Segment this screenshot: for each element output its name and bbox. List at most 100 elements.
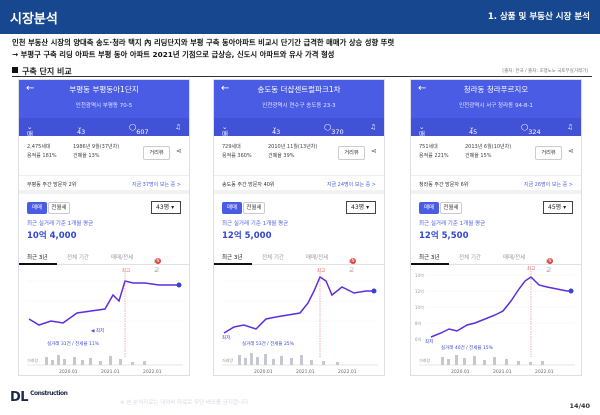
volume-caption: 실거래 40건 / 전세율 15%: [441, 344, 494, 351]
bell-icon[interactable]: ♫: [370, 123, 376, 131]
apartment-address: 인천광역시 서구 청라동 94-8-1: [459, 103, 533, 109]
tab-recent-3y[interactable]: 최근 3년: [27, 255, 48, 261]
current-point: [176, 282, 182, 288]
x-tick: 2021.01: [101, 369, 120, 375]
tab-recent-3y[interactable]: 최근 3년: [222, 255, 243, 261]
apartment-card-cheongna: ← 청라동 청라푸르지오 인천광역시 서구 청라동 94-8-1 매매 ⌄ 45…: [410, 79, 582, 376]
period-tabs: 최근 3년 전체 기간 매매/전세 비교N: [214, 248, 384, 274]
floor-area-ratio: 용적률 360%: [222, 153, 252, 159]
back-arrow-icon[interactable]: ←: [26, 83, 35, 94]
deal-type-tab[interactable]: 매매 ⌄: [222, 123, 228, 148]
viewers-link[interactable]: 지금 26명이 보는 중 >: [523, 182, 573, 188]
bell-icon[interactable]: ♫: [175, 123, 181, 131]
price-block: 최근 실거래 기준 1개월 평균 12억 5,000: [222, 219, 288, 241]
x-tick: 2020.01: [254, 369, 273, 375]
share-icon[interactable]: ⋖: [176, 147, 182, 155]
apartment-card-bupyeong: ← 부평동 부평동아1단지 인천광역시 부평동 70-5 매매 ⌄ 43평 ⌄ …: [18, 79, 190, 376]
new-badge-icon: N: [155, 258, 161, 264]
size-dropdown[interactable]: 43평 ▾: [346, 201, 376, 214]
jeonse-toggle[interactable]: 전월세: [440, 202, 462, 214]
current-point: [568, 288, 574, 294]
built-date: 2010년 11월(13년차): [268, 144, 318, 150]
bell-icon[interactable]: ♫: [567, 123, 573, 131]
peak-label: 최고: [122, 267, 130, 274]
source-note: [출처: 한국 / 출처: 호갱노노 국토부실거래가]: [502, 69, 588, 74]
size-tab[interactable]: 43평 ⌄: [272, 123, 281, 146]
built-date: 1986년 9월(37년차): [73, 144, 120, 150]
building-coverage: 건폐율 13%: [73, 153, 100, 159]
volume-bars: [441, 355, 544, 365]
price-block: 최근 실거래 기준 1개월 평균 10억 4,000: [27, 219, 93, 241]
size-tab[interactable]: 43평 ⌄: [77, 123, 86, 146]
active-tab-indicator: [214, 263, 252, 265]
trade-selector: 매매 전월세 43평 ▾: [214, 198, 384, 220]
price-chart: 14억 12억 10억 8억 6억 최고 최저 실거래 40건 / 전세율 15…: [415, 265, 575, 375]
street-view-button[interactable]: 거리뷰: [338, 146, 365, 160]
jeonse-toggle[interactable]: 전월세: [243, 202, 265, 214]
weekly-visitors: 청라동 주간 방문자 6위 지금 26명이 보는 중 >: [411, 176, 581, 194]
comment-tab[interactable]: ◯ 370: [324, 123, 344, 136]
apartment-info: 2,475세대 용적률 181% 1986년 9월(37년차) 건폐율 13% 거리…: [19, 136, 189, 176]
building-coverage: 건폐율 39%: [268, 153, 295, 159]
new-badge-icon: N: [547, 258, 553, 264]
page-number: 14/40: [569, 402, 590, 410]
bullet-square-icon: [12, 67, 18, 73]
comment-tab[interactable]: ◯ 324: [521, 123, 541, 136]
new-badge-icon: N: [350, 258, 356, 264]
street-view-button[interactable]: 거리뷰: [535, 146, 562, 160]
size-tab[interactable]: 45평 ⌄: [469, 123, 478, 146]
price-line: [223, 275, 374, 334]
sale-toggle[interactable]: 매매: [419, 202, 439, 214]
viewers-link[interactable]: 지금 37명이 보는 중 >: [131, 182, 181, 188]
divider: [12, 76, 592, 77]
volume-bars: [45, 355, 146, 365]
sale-toggle[interactable]: 매매: [222, 202, 242, 214]
weekly-rank: 청라동 주간 방문자 6위: [419, 182, 469, 188]
street-view-button[interactable]: 거리뷰: [143, 146, 170, 160]
deal-type-tab[interactable]: 매매 ⌄: [27, 123, 33, 148]
share-icon[interactable]: ⋖: [568, 147, 574, 155]
size-dropdown[interactable]: 43평 ▾: [151, 201, 181, 214]
size-dropdown[interactable]: 45평 ▾: [543, 201, 573, 214]
app-top-bar: ← 청라동 청라푸르지오 인천광역시 서구 청라동 94-8-1: [411, 80, 581, 118]
price-caption: 최근 실거래 기준 1개월 평균: [27, 221, 94, 227]
subhead: 구축 단지 비교: [12, 66, 72, 77]
average-price: 10억 4,000: [27, 231, 77, 241]
peak-label: 최고: [527, 265, 535, 272]
low-label: 최저: [222, 334, 230, 341]
summary-line-1: 인천 부동산 시장의 양대축 송도·청라 택지 內 리딩단지와 부평 구축 동아…: [12, 38, 395, 47]
current-point: [371, 288, 377, 294]
app-top-bar: ← 송도동 더샵센트럴파크1차 인천광역시 연수구 송도동 23-3: [214, 80, 384, 118]
low-label: ◀ 최저: [91, 327, 104, 334]
tab-all-period[interactable]: 전체 기간: [459, 255, 481, 261]
app-top-bar: ← 부평동 부평동아1단지 인천광역시 부평동 70-5: [19, 80, 189, 118]
tab-all-period[interactable]: 전체 기간: [262, 255, 284, 261]
floor-area-ratio: 용적률 221%: [419, 153, 449, 159]
deal-type-tab[interactable]: 매매 ⌄: [419, 123, 425, 148]
y-ticks: 14억 12억 10억 8억 6억: [415, 272, 424, 342]
apartment-name: 부평동 부평동아1단지: [69, 85, 139, 94]
price-block: 최근 실거래 기준 1개월 평균 12억 5,500: [419, 219, 485, 241]
comment-tab[interactable]: ◯ 607: [129, 123, 149, 136]
tab-sale-jeonse[interactable]: 매매/전세: [306, 255, 329, 261]
trade-selector: 매매 전월세 43평 ▾: [19, 198, 189, 220]
back-arrow-icon[interactable]: ←: [221, 83, 230, 94]
subhead-text: 구축 단지 비교: [22, 67, 72, 76]
share-icon[interactable]: ⋖: [371, 147, 377, 155]
back-arrow-icon[interactable]: ←: [418, 83, 427, 94]
sale-toggle[interactable]: 매매: [27, 202, 47, 214]
viewers-link[interactable]: 지금 24명이 보는 중 >: [326, 182, 376, 188]
floor-area-ratio: 용적률 181%: [27, 153, 57, 159]
building-coverage: 건폐율 15%: [465, 153, 492, 159]
jeonse-toggle[interactable]: 전월세: [48, 202, 70, 214]
company-logo: DL Construction: [10, 390, 68, 405]
x-tick: 2020.01: [451, 369, 470, 375]
summary-line-2: → 부평구 구축 리딩 아파트 부평 동아 아파트 2021년 기점으로 급상승…: [12, 50, 335, 59]
tab-recent-3y[interactable]: 최근 3년: [419, 255, 440, 261]
tab-all-period[interactable]: 전체 기간: [67, 255, 89, 261]
x-tick: 2022.01: [143, 369, 162, 375]
y-tick: 12억: [415, 288, 424, 294]
tab-sale-jeonse[interactable]: 매매/전세: [503, 255, 526, 261]
tab-sale-jeonse[interactable]: 매매/전세: [111, 255, 134, 261]
app-tab-bar: 매매 ⌄ 45평 ⌄ ◯ 324 ♫: [411, 118, 581, 148]
